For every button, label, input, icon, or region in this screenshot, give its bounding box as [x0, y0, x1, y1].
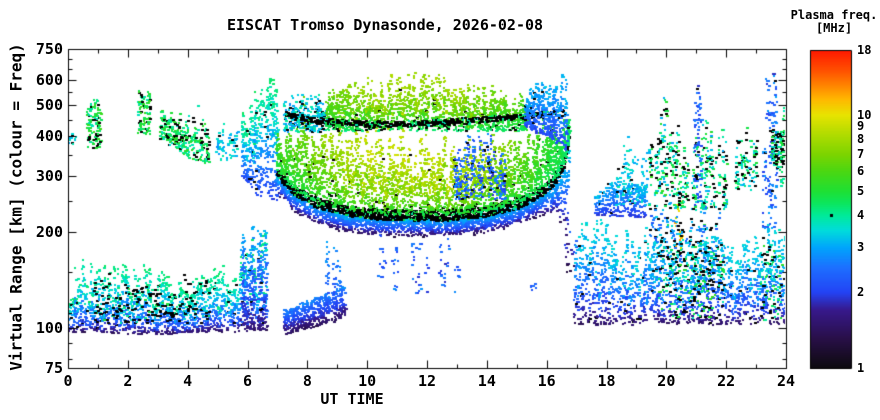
x-tick-label: 2 [123, 372, 133, 390]
chart-title: EISCAT Tromso Dynasonde, 2026-02-08 [226, 16, 544, 34]
x-tick-label: 14 [477, 372, 496, 390]
y-tick-label: 600 [35, 70, 63, 89]
x-tick-label: 6 [242, 372, 253, 390]
colorbar-tick-label: 18 [857, 43, 872, 57]
x-tick-label: 20 [657, 372, 676, 390]
y-tick-label: 500 [35, 96, 63, 115]
colorbar-tick-label: 10 [857, 107, 872, 122]
x-axis-label: UT TIME [320, 390, 384, 408]
x-tick-label: 12 [417, 372, 437, 390]
colorbar-title-line2: [MHz] [815, 21, 853, 35]
x-tick-label: 24 [776, 372, 796, 390]
colorbar-tick-label: 4 [857, 208, 865, 223]
colorbar-tick-label: 9 [857, 119, 865, 134]
colorbar-tick-label: 5 [857, 183, 865, 198]
colorbar-tick-label: 6 [857, 163, 865, 178]
colorbar-tick-label: 3 [857, 240, 865, 255]
colorbar-tick-label: 1 [857, 361, 865, 375]
y-tick-label: 100 [35, 319, 63, 338]
y-tick-label: 75 [44, 359, 63, 377]
x-tick-label: 4 [183, 372, 193, 390]
y-tick-label: 750 [35, 40, 63, 58]
y-axis-label: Virtual Range [km] (colour = Freq) [6, 43, 26, 371]
colorbar-tick-label: 8 [857, 132, 865, 147]
x-tick-label: 8 [302, 372, 312, 390]
x-tick-label: 16 [537, 372, 556, 390]
colorbar-tick-label: 7 [857, 146, 865, 161]
y-tick-label: 200 [35, 223, 63, 242]
x-tick-label: 18 [597, 372, 616, 390]
colorbar-title-line1: Plasma freq. [790, 8, 878, 22]
colorbar-tick-label: 2 [857, 284, 865, 299]
x-tick-label: 22 [717, 372, 736, 390]
x-tick-label: 0 [63, 372, 73, 390]
y-tick-label: 400 [35, 127, 63, 146]
y-tick-label: 300 [35, 166, 63, 185]
x-tick-label: 10 [358, 372, 377, 390]
